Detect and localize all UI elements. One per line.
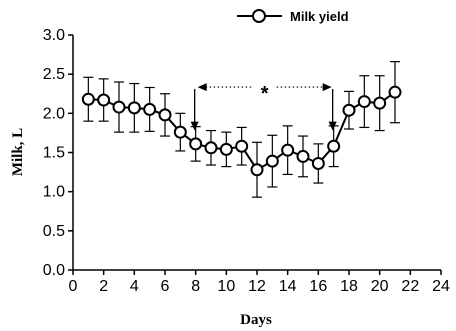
data-point xyxy=(158,108,172,122)
x-tick-label: 12 xyxy=(248,278,266,295)
y-tick-label: 1.5 xyxy=(43,145,65,162)
x-tick-label: 10 xyxy=(217,278,235,295)
data-point xyxy=(204,141,218,155)
x-tick-label: 2 xyxy=(99,278,108,295)
x-tick-label: 16 xyxy=(309,278,327,295)
x-tick-label: 14 xyxy=(279,278,297,295)
significance-annotation: * xyxy=(190,83,337,131)
data-point xyxy=(388,85,402,99)
data-point xyxy=(357,95,371,109)
data-point xyxy=(327,139,341,153)
data-point xyxy=(296,149,310,163)
data-point xyxy=(281,143,295,157)
data-point xyxy=(250,163,264,177)
series-milk-yield xyxy=(81,85,402,177)
data-point xyxy=(127,101,141,115)
data-point xyxy=(97,93,111,107)
data-point xyxy=(265,154,279,168)
data-point xyxy=(373,96,387,110)
x-axis-title: Days xyxy=(240,312,272,328)
y-tick-label: 2.5 xyxy=(43,66,65,83)
y-tick-label: 0.5 xyxy=(43,223,65,240)
legend: Milk yield xyxy=(237,9,349,24)
x-tick-label: 8 xyxy=(191,278,200,295)
x-tick-label: 22 xyxy=(401,278,419,295)
data-point xyxy=(219,142,233,156)
annotation-asterisk: * xyxy=(261,83,269,105)
x-tick-label: 20 xyxy=(371,278,389,295)
y-tick-label: 0.0 xyxy=(43,262,65,279)
data-point xyxy=(189,137,203,151)
annotation-arrowhead-right xyxy=(322,83,332,92)
data-point xyxy=(311,156,325,170)
data-point xyxy=(235,139,249,153)
data-point xyxy=(173,125,187,139)
x-tick-label: 6 xyxy=(161,278,170,295)
axes: 0.00.51.01.52.02.53.00 2 4 6 8 10 12 14 16 18 20 22… xyxy=(43,27,450,295)
y-axis-title: Milk, L xyxy=(10,128,26,176)
x-tick-label: 0 xyxy=(69,278,78,295)
y-tick-label: 2.0 xyxy=(43,105,65,122)
x-tick-label: 24 xyxy=(432,278,450,295)
annotation-arrowhead-left xyxy=(197,83,207,92)
y-tick-label: 3.0 xyxy=(43,27,65,44)
legend-label: Milk yield xyxy=(290,9,349,24)
x-tick-label: 18 xyxy=(340,278,358,295)
data-point xyxy=(112,100,126,114)
data-point xyxy=(143,102,157,116)
legend-marker xyxy=(252,9,266,23)
data-point xyxy=(81,92,95,106)
data-point xyxy=(342,103,356,117)
error-bars xyxy=(83,61,400,198)
y-tick-label: 1.0 xyxy=(43,184,65,201)
x-tick-label: 4 xyxy=(130,278,139,295)
